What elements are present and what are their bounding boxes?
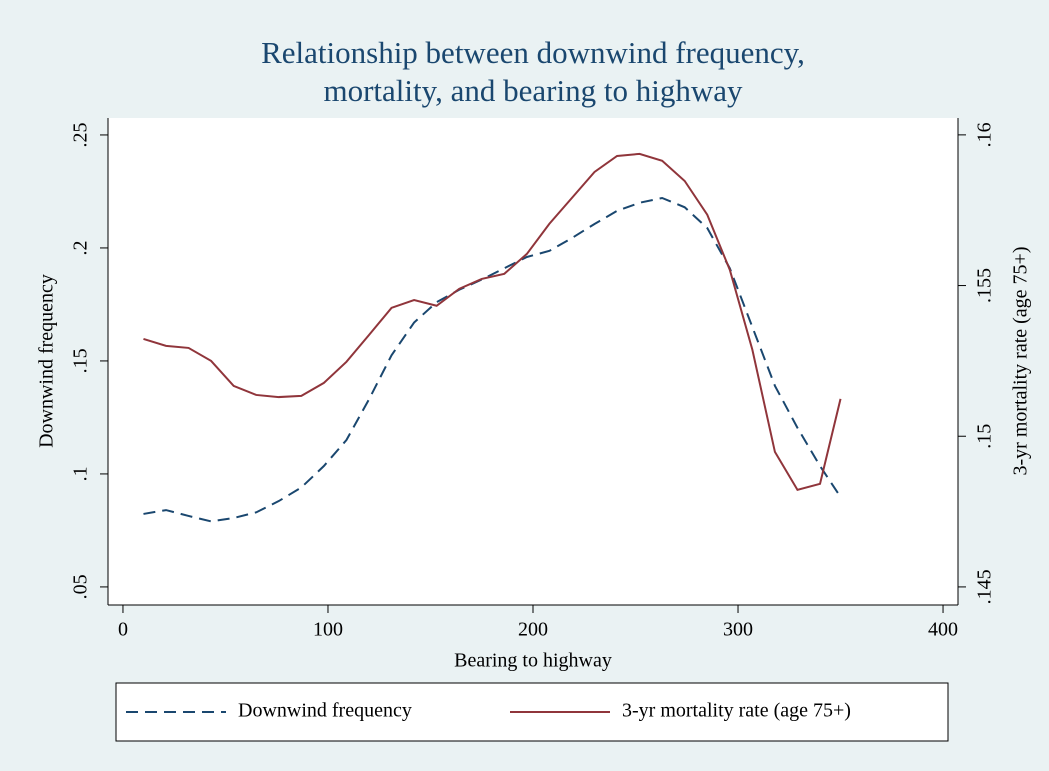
y-tick-label: .1 bbox=[70, 466, 92, 481]
y-tick-label: .15 bbox=[70, 348, 92, 373]
x-tick-label: 0 bbox=[118, 619, 128, 641]
y2-tick-label: .15 bbox=[974, 424, 996, 449]
series-line bbox=[143, 152, 842, 492]
legend-label: Downwind frequency bbox=[238, 700, 412, 722]
x-tick-label: 100 bbox=[313, 619, 343, 641]
y2-tick-label: .16 bbox=[974, 122, 996, 147]
chart-title: mortality, and bearing to highway bbox=[324, 73, 743, 108]
plot-area bbox=[108, 118, 958, 605]
x-axis-title: Bearing to highway bbox=[454, 650, 612, 672]
y-tick-label: .2 bbox=[70, 240, 92, 255]
y-tick-label: .05 bbox=[70, 574, 92, 599]
y2-tick-label: .155 bbox=[974, 268, 996, 303]
y2-tick-label: .145 bbox=[974, 569, 996, 604]
chart-title: Relationship between downwind frequency, bbox=[261, 35, 805, 70]
y2-axis-title: 3-yr mortality rate (age 75+) bbox=[1010, 247, 1032, 476]
y-tick-label: .25 bbox=[70, 122, 92, 147]
legend bbox=[115, 682, 949, 742]
x-tick-label: 300 bbox=[723, 619, 753, 641]
y-axis-title: Downwind frequency bbox=[36, 274, 58, 448]
x-tick-label: 400 bbox=[928, 619, 958, 641]
legend-label: 3-yr mortality rate (age 75+) bbox=[622, 700, 851, 722]
x-tick-label: 200 bbox=[518, 619, 548, 641]
